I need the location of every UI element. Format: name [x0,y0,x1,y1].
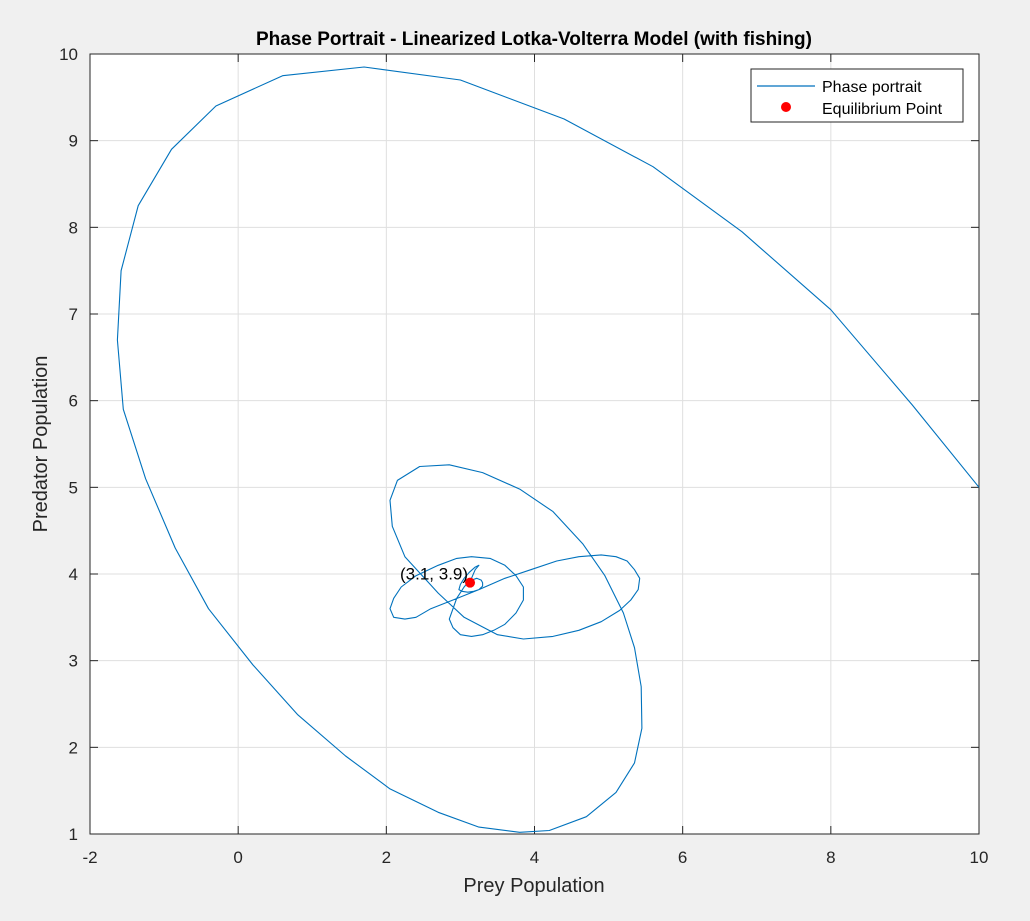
legend-entry-equilibrium-point: Equilibrium Point [822,101,943,118]
x-axis-label: Prey Population [463,875,604,897]
series-layer [116,66,980,833]
y-tick-label: 8 [69,218,78,237]
y-tick-label: 9 [69,132,78,151]
x-tick-label: 8 [826,848,835,867]
phase-portrait-line [116,66,980,833]
y-tick-label: 10 [59,45,78,64]
y-tick-label: 2 [69,738,78,757]
equilibrium-point-marker [465,577,476,588]
y-tick-label: 6 [69,392,78,411]
x-tick-label: 4 [530,848,539,867]
y-tick-label: 1 [69,825,78,844]
legend[interactable]: Phase portrait Equilibrium Point [750,68,964,123]
x-tick-label: 0 [233,848,242,867]
y-tick-label: 3 [69,652,78,671]
legend-box [750,68,964,123]
y-axis-label: Predator Population [30,356,52,533]
x-tick-label: -2 [82,848,97,867]
annotation-layer: (3.1, 3.9) [400,565,468,584]
legend-entry-phase-portrait: Phase portrait [822,79,922,96]
x-ticks: -2 0 2 4 6 8 10 [82,54,988,867]
chart-title: Phase Portrait - Linearized Lotka-Volter… [256,29,812,50]
equilibrium-annotation: (3.1, 3.9) [400,565,468,584]
x-tick-label: 6 [678,848,687,867]
legend-marker-swatch [781,102,791,112]
x-tick-label: 2 [382,848,391,867]
y-tick-label: 5 [69,478,78,497]
y-tick-label: 4 [69,565,78,584]
y-tick-label: 7 [69,305,78,324]
x-tick-label: 10 [970,848,989,867]
y-ticks: 1 2 3 4 5 6 7 8 9 10 [59,45,979,844]
